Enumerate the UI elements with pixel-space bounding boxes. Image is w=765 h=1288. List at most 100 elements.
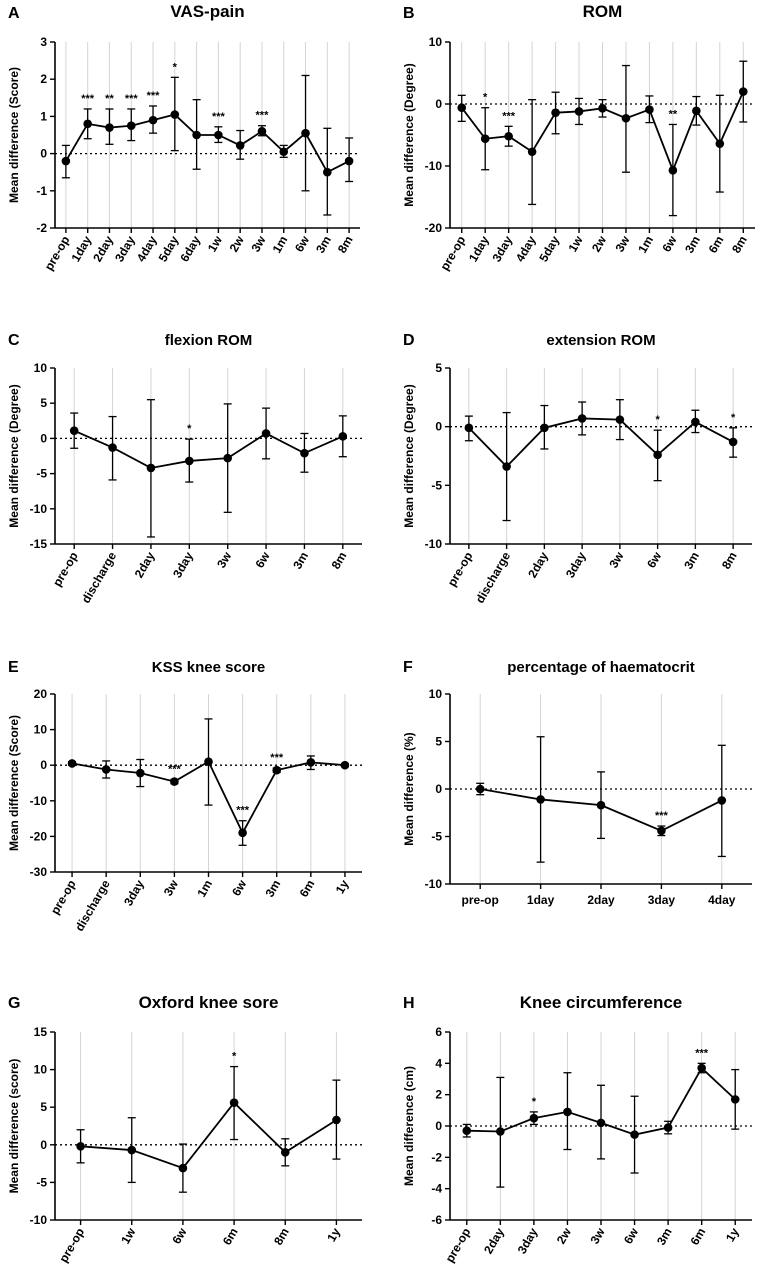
y-axis-title: Mean difference (Degree) <box>402 384 416 527</box>
x-tick-label: discharge <box>72 877 113 933</box>
x-tick-label: 6m <box>706 234 727 256</box>
chart-title: KSS knee score <box>152 659 265 676</box>
x-tick-label: 1w <box>118 1225 138 1246</box>
x-tick-label: pre-op <box>50 550 81 589</box>
x-tick-label: 1day <box>466 233 492 264</box>
significance-marker: * <box>232 1051 237 1063</box>
y-tick-label: 2 <box>435 1088 442 1102</box>
x-tick-label: 6day <box>177 233 203 264</box>
x-tick-label: 8m <box>329 550 350 572</box>
data-point <box>645 105 654 114</box>
data-point <box>563 1107 572 1117</box>
x-tick-label: 3day <box>112 233 138 264</box>
x-tick-label: 3day <box>563 549 589 580</box>
data-point <box>551 108 560 117</box>
data-point <box>214 130 223 140</box>
y-tick-label: -5 <box>431 830 442 844</box>
x-tick-label: 3day <box>170 549 196 580</box>
data-point <box>204 757 213 766</box>
x-tick-label: 1day <box>68 233 94 264</box>
y-axis-title: Mean difference (Score) <box>7 715 21 851</box>
y-tick-label: 10 <box>34 723 48 737</box>
x-tick-label: 6w <box>621 1225 641 1246</box>
y-tick-label: 10 <box>429 35 443 49</box>
data-point <box>127 1145 137 1155</box>
data-point <box>235 141 245 150</box>
data-point <box>301 128 310 138</box>
significance-marker: *** <box>236 805 250 817</box>
x-tick-label: 6w <box>169 1225 189 1246</box>
x-tick-label: 3day <box>489 233 515 264</box>
x-tick-label: 2w <box>589 233 609 254</box>
significance-marker: *** <box>147 90 161 102</box>
x-tick-label: pre-op <box>42 234 73 273</box>
data-point <box>178 1163 188 1173</box>
significance-marker: *** <box>168 763 182 775</box>
y-tick-label: -5 <box>431 478 442 492</box>
data-point <box>306 758 316 767</box>
x-tick-label: 8m <box>719 550 740 572</box>
data-point <box>691 417 700 427</box>
data-point <box>272 765 282 775</box>
significance-marker: * <box>655 414 660 426</box>
data-point <box>105 123 114 132</box>
data-point <box>192 130 201 140</box>
x-tick-label: 6w <box>644 549 664 570</box>
data-point <box>279 147 289 157</box>
x-tick-label: 3w <box>248 233 268 254</box>
x-tick-label: 3m <box>682 234 703 256</box>
data-point <box>170 777 179 786</box>
x-tick-label: 1m <box>270 234 291 256</box>
x-tick-label: pre-op <box>56 1226 87 1265</box>
x-tick-label: 3day <box>515 1225 541 1256</box>
x-tick-label: pre-op <box>443 1226 474 1265</box>
data-point <box>598 104 607 113</box>
panel-g: G Oxford knee sore -10 -5 0 5 10 15 Mean differe… <box>7 993 362 1265</box>
panel-b: B ROM -20 -10 0 10 Mean difference (Degree) pre… <box>402 2 755 273</box>
y-axis-title: Mean difference (%) <box>402 732 416 845</box>
y-tick-label: 0 <box>40 431 47 445</box>
panel-label: A <box>8 5 20 22</box>
data-point <box>185 456 194 466</box>
y-axis-title: Mean difference (Degree) <box>7 384 21 527</box>
y-tick-label: 5 <box>435 735 442 749</box>
y-tick-label: -6 <box>431 1213 442 1227</box>
significance-marker: *** <box>212 111 226 123</box>
y-tick-label: -1 <box>36 184 47 198</box>
significance-marker: *** <box>270 752 284 764</box>
x-tick-label: 3w <box>587 1225 607 1246</box>
x-tick-label: 6m <box>687 1226 708 1248</box>
x-tick-label: 2day <box>90 233 116 264</box>
data-point <box>170 110 180 119</box>
y-tick-label: 10 <box>34 1063 48 1077</box>
x-tick-label: 1m <box>194 878 215 900</box>
x-tick-label: 3m <box>313 234 334 256</box>
y-tick-label: 1 <box>40 109 47 123</box>
data-point <box>527 147 537 157</box>
significance-marker: ** <box>669 108 678 120</box>
y-tick-label: 0 <box>435 420 442 434</box>
data-point <box>61 156 71 166</box>
y-tick-label: -15 <box>30 537 48 551</box>
x-tick-label: 3m <box>263 878 284 900</box>
x-tick-label: 6m <box>297 878 318 900</box>
data-point <box>596 800 606 810</box>
series-line <box>73 429 344 469</box>
data-point <box>332 1115 341 1125</box>
y-tick-label: 4 <box>435 1056 442 1070</box>
y-tick-label: 10 <box>429 687 443 701</box>
y-tick-label: 10 <box>34 361 48 375</box>
data-point <box>715 139 725 148</box>
x-tick-label: 3m <box>681 550 702 572</box>
x-tick-label: 2w <box>227 233 247 254</box>
x-tick-label: 8m <box>271 1226 292 1248</box>
x-tick-label: 3w <box>214 549 234 570</box>
data-point <box>223 453 232 463</box>
data-point <box>101 765 111 774</box>
significance-marker: *** <box>655 810 669 822</box>
x-tick-label: 4day <box>708 893 736 907</box>
data-point <box>540 423 549 433</box>
data-point <box>340 760 350 770</box>
data-point <box>574 107 584 116</box>
